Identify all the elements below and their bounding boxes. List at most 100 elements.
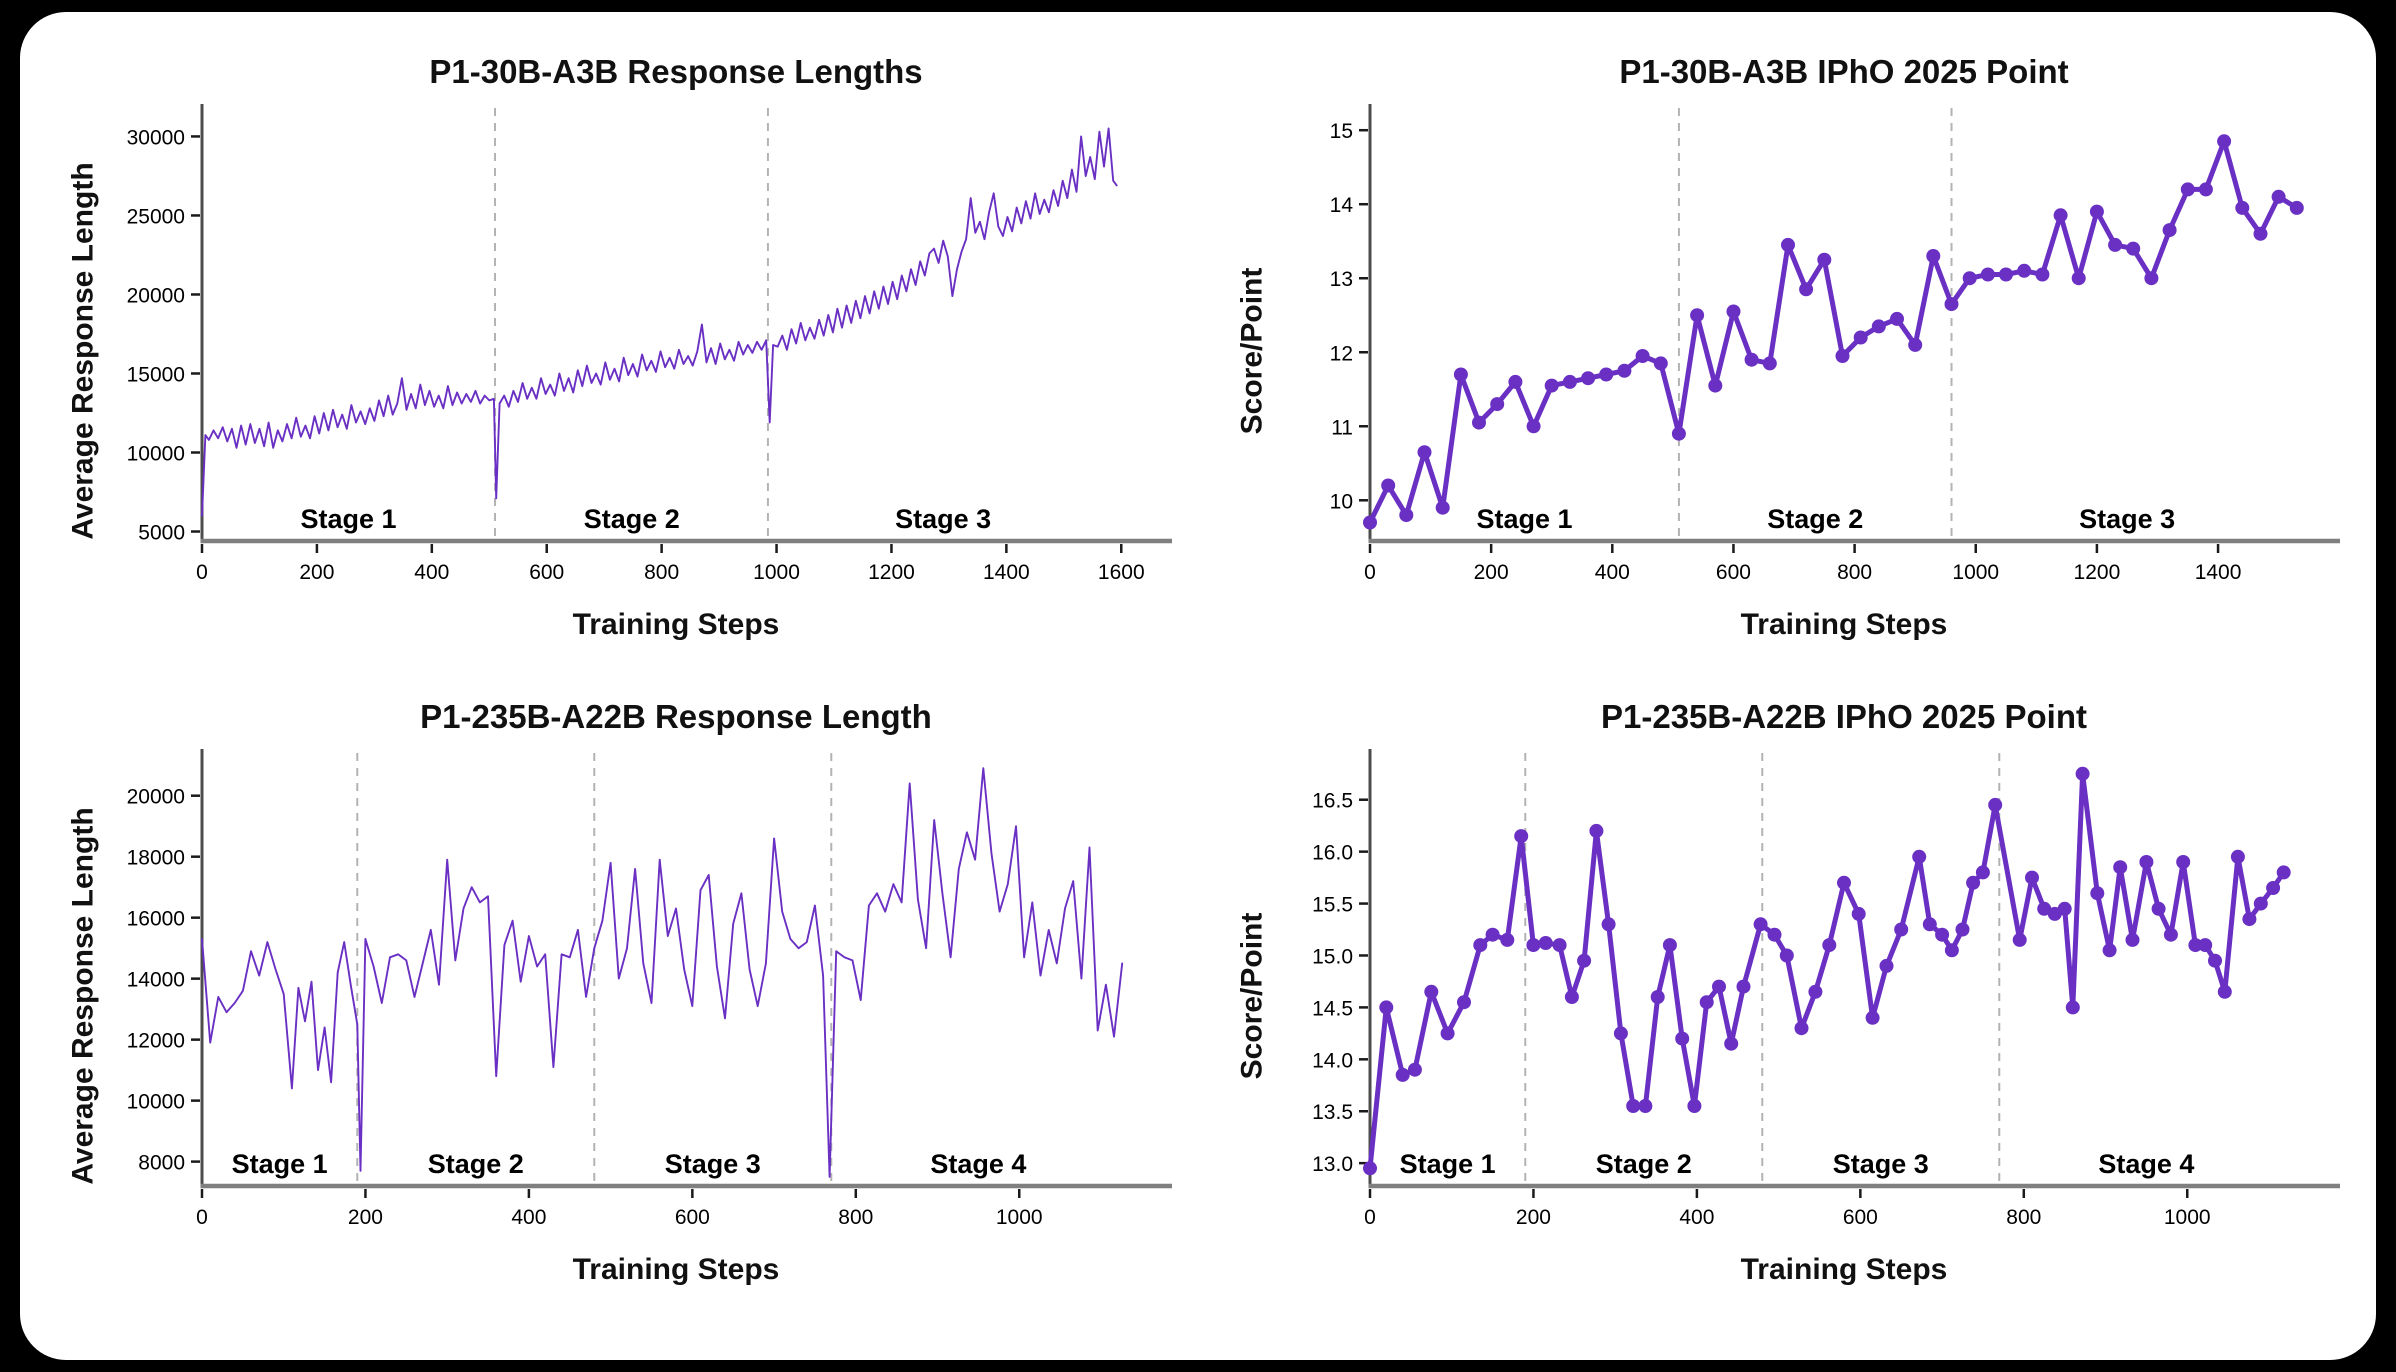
- data-point-marker: [1736, 979, 1751, 994]
- x-tick-label: 1200: [868, 561, 915, 584]
- data-point-marker: [1381, 478, 1396, 493]
- y-tick-label: 12000: [127, 1030, 185, 1053]
- data-point-marker: [1526, 938, 1541, 953]
- data-point-marker: [1399, 508, 1414, 523]
- data-point-marker: [2025, 870, 2039, 885]
- y-tick-label: 14: [1330, 194, 1354, 217]
- data-point-marker: [1817, 252, 1832, 267]
- data-point-marker: [2266, 881, 2281, 895]
- data-point-marker: [1526, 419, 1541, 434]
- data-point-marker: [1794, 1021, 1809, 1036]
- chart-title: P1-235B-A22B Response Length: [420, 698, 932, 735]
- x-tick-label: 600: [1843, 1206, 1878, 1229]
- y-tick-label: 15.5: [1312, 894, 1353, 917]
- data-point-marker: [1767, 927, 1782, 942]
- data-point-marker: [2289, 200, 2304, 215]
- y-tick-label: 15.0: [1312, 945, 1353, 968]
- data-point-marker: [1675, 1031, 1690, 1046]
- data-point-marker: [1912, 849, 1927, 864]
- data-point-marker: [1865, 1010, 1880, 1025]
- data-point-marker: [2162, 223, 2177, 238]
- data-point-marker: [1417, 445, 1432, 460]
- x-tick-label: 400: [1679, 1206, 1714, 1229]
- data-point-marker: [1662, 938, 1677, 953]
- chart-grid: P1-30B-A3B Response Lengths Average Resp…: [56, 46, 2340, 1298]
- data-point-marker: [1457, 995, 1471, 1010]
- data-point-marker: [1589, 823, 1604, 838]
- chart-cell-30b-ipho-point: P1-30B-A3B IPhO 2025 Point Score/Point 0…: [1224, 46, 2340, 653]
- data-point-marker: [2090, 886, 2105, 901]
- data-point-marker: [2271, 189, 2286, 204]
- data-point-marker: [2071, 271, 2086, 286]
- x-tick-label: 1200: [2074, 561, 2121, 584]
- data-point-marker: [1926, 249, 1941, 263]
- data-point-marker: [1577, 953, 1592, 968]
- data-point-marker: [1453, 367, 1468, 382]
- data-point-marker: [1552, 938, 1567, 953]
- data-point-marker: [1581, 371, 1596, 386]
- stage-label: Stage 3: [665, 1149, 761, 1179]
- data-point-marker: [1635, 349, 1650, 363]
- y-tick-label: 20000: [127, 786, 185, 809]
- data-point-marker: [1538, 936, 1553, 950]
- data-point-marker: [2198, 938, 2213, 953]
- y-tick-label: 14.5: [1312, 997, 1353, 1020]
- data-point-marker: [2217, 134, 2232, 149]
- data-point-marker: [2253, 896, 2268, 911]
- data-point-marker: [2102, 943, 2117, 958]
- y-tick-label: 16.0: [1312, 842, 1353, 865]
- data-point-marker: [2163, 927, 2178, 942]
- x-tick-label: 800: [644, 561, 679, 584]
- stage-label: Stage 1: [232, 1149, 328, 1179]
- data-point-marker: [1671, 426, 1686, 441]
- data-point-marker: [1617, 363, 1632, 378]
- x-tick-label: 800: [1837, 561, 1872, 584]
- chart-cell-235b-response-length: P1-235B-A22B Response Length Average Res…: [56, 691, 1172, 1298]
- y-tick-label: 5000: [138, 522, 185, 545]
- data-point-marker: [1653, 356, 1668, 371]
- data-point-marker: [1835, 349, 1850, 363]
- data-point-marker: [1473, 938, 1488, 953]
- data-point-marker: [2180, 182, 2195, 197]
- data-point-marker: [1822, 938, 1837, 953]
- data-point-marker: [1799, 282, 1814, 297]
- data-point-marker: [2089, 204, 2104, 219]
- data-point-marker: [2053, 208, 2068, 223]
- x-tick-label: 0: [196, 1206, 208, 1229]
- data-point-marker: [2012, 932, 2027, 947]
- data-point-marker: [1544, 378, 1559, 393]
- x-tick-label: 1000: [753, 561, 800, 584]
- data-point-marker: [1944, 943, 1959, 958]
- stage-label: Stage 3: [895, 504, 991, 534]
- data-point-marker: [1808, 984, 1823, 999]
- data-point-marker: [1690, 308, 1705, 323]
- data-point-marker: [1601, 917, 1616, 932]
- data-point-marker: [1999, 267, 2013, 282]
- data-point-marker: [1440, 1026, 1455, 1041]
- x-tick-label: 600: [675, 1206, 710, 1229]
- stage-label: Stage 3: [1833, 1149, 1929, 1179]
- data-point-marker: [1975, 865, 1990, 880]
- line-plot-30b-ipho-point: 0 200 400 600 800 1000 1200 1400 10 11 12 13 14 15 Sta…: [1330, 104, 2340, 584]
- y-tick-label: 10000: [127, 443, 185, 466]
- data-point-marker: [2017, 263, 2032, 278]
- data-point-marker: [1638, 1099, 1653, 1113]
- x-tick-label: 0: [1364, 561, 1376, 584]
- x-tick-label: 600: [529, 561, 564, 584]
- data-point-marker: [2057, 901, 2072, 916]
- y-tick-label: 10000: [127, 1091, 185, 1114]
- data-point-marker: [1363, 1161, 1377, 1176]
- line-plot-235b-ipho-point: 0 200 400 600 800 1000 13.0 13.5 14.0 14.5 15.0 15.…: [1312, 749, 2340, 1229]
- data-point-marker: [1687, 1099, 1702, 1113]
- data-point-marker: [1514, 829, 1529, 844]
- data-point-marker: [1613, 1026, 1628, 1041]
- data-line: [201, 127, 1118, 517]
- data-point-marker: [1762, 356, 1777, 371]
- x-axis-label: Training Steps: [572, 608, 780, 641]
- stage-label: Stage 1: [1476, 504, 1572, 534]
- data-point-marker: [1894, 922, 1909, 937]
- data-point-marker: [1753, 917, 1768, 932]
- x-tick-label: 400: [1595, 561, 1630, 584]
- y-tick-label: 13.0: [1312, 1153, 1353, 1176]
- stage-label: Stage 4: [2098, 1149, 2194, 1179]
